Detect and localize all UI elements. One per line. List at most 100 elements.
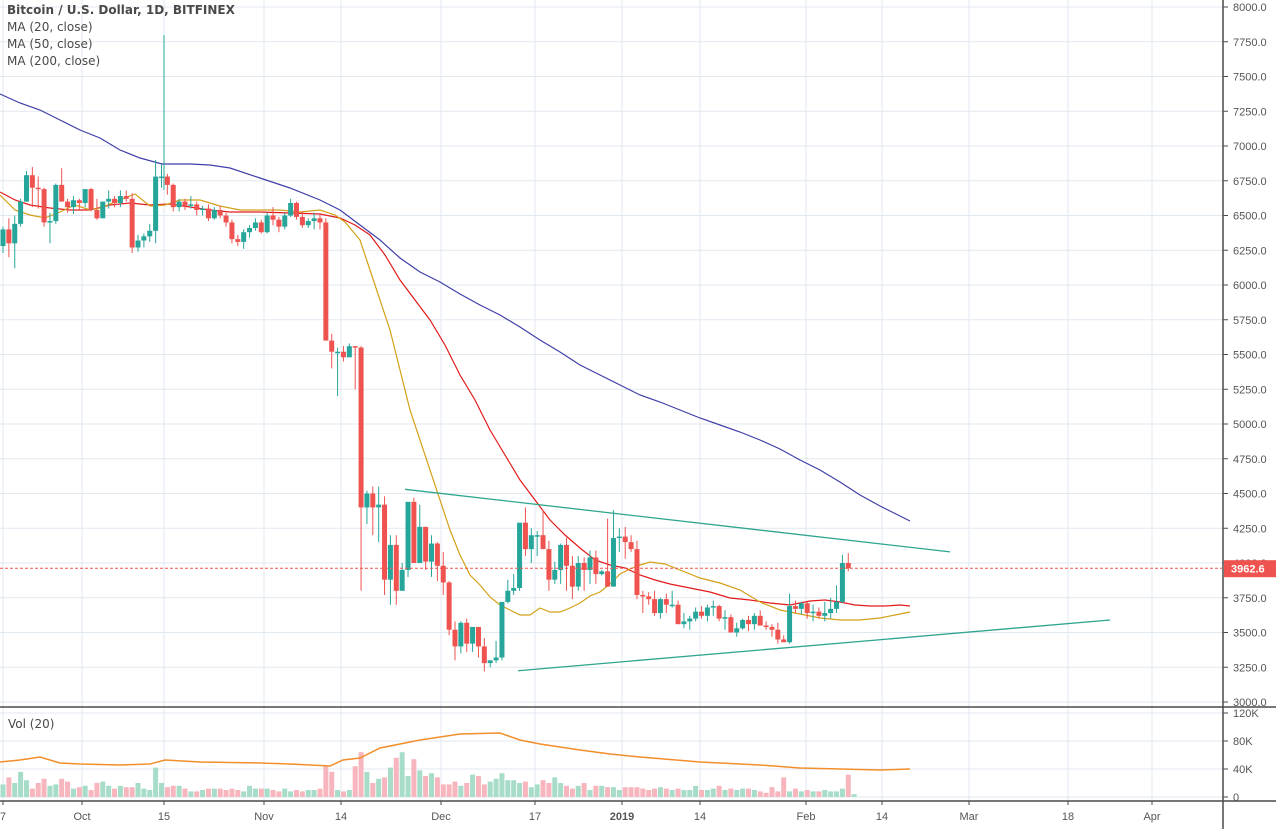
ma20-legend[interactable]: MA (20, close) [7,20,93,34]
candle-body[interactable] [657,599,663,614]
candle-body[interactable] [135,240,141,248]
candle-body[interactable] [822,613,828,616]
candle-body[interactable] [804,603,810,614]
candle-body[interactable] [775,629,781,640]
candle-body[interactable] [839,563,845,602]
candle-body[interactable] [652,599,658,614]
candle-body[interactable] [534,535,540,537]
candle-body[interactable] [376,504,382,508]
candle-body[interactable] [417,526,423,563]
candle-body[interactable] [335,351,341,354]
candle-body[interactable] [88,189,94,210]
candle-body[interactable] [387,544,393,580]
candle-body[interactable] [317,218,323,223]
candle-body[interactable] [423,526,429,562]
candle-body[interactable] [511,588,517,591]
candle-body[interactable] [470,626,476,644]
candle-body[interactable] [0,229,6,247]
candle-body[interactable] [781,639,787,643]
candle-body[interactable] [522,522,528,550]
candle-body[interactable] [540,535,546,550]
candle-body[interactable] [153,176,159,231]
candle-body[interactable] [223,215,229,223]
candle-body[interactable] [258,222,264,233]
candle-body[interactable] [716,606,722,619]
candle-body[interactable] [112,198,118,203]
candle-body[interactable] [481,646,487,664]
candle-body[interactable] [176,201,182,208]
candle-body[interactable] [346,346,352,358]
candle-body[interactable] [622,536,628,543]
candle-body[interactable] [53,184,59,222]
candle-body[interactable] [845,563,851,569]
candle-body[interactable] [382,504,388,580]
candle-body[interactable] [141,236,147,241]
candle-body[interactable] [182,201,188,206]
candle-body[interactable] [669,604,675,607]
candle-body[interactable] [252,222,258,229]
candle-body[interactable] [117,196,123,203]
candle-body[interactable] [593,557,599,575]
candle-body[interactable] [241,232,247,242]
candle-body[interactable] [329,340,335,352]
candle-body[interactable] [769,626,775,630]
candle-body[interactable] [429,543,435,562]
candle-body[interactable] [305,221,311,226]
candle-body[interactable] [70,200,76,208]
candle-body[interactable] [564,544,570,566]
candle-body[interactable] [106,198,112,202]
candle-body[interactable] [728,617,734,633]
candle-body[interactable] [170,184,176,208]
candle-body[interactable] [205,208,211,219]
candle-body[interactable] [763,625,769,628]
candle-body[interactable] [610,537,616,587]
candle-body[interactable] [816,611,822,616]
candle-body[interactable] [575,563,581,587]
candle-body[interactable] [247,228,253,233]
symbol-title[interactable]: Bitcoin / U.S. Dollar, 1D, BITFINEX [7,3,235,17]
candle-body[interactable] [628,542,634,550]
candle-body[interactable] [164,176,170,185]
candle-body[interactable] [82,189,88,203]
volume-legend[interactable]: Vol (20) [8,717,55,731]
candle-body[interactable] [440,565,446,583]
candle-body[interactable] [828,608,834,614]
candle-body[interactable] [757,615,763,626]
candle-body[interactable] [235,239,241,242]
candle-body[interactable] [200,208,206,211]
candle-body[interactable] [704,607,710,616]
candle-body[interactable] [405,501,411,570]
candle-body[interactable] [546,549,552,580]
candle-body[interactable] [94,209,100,219]
candle-body[interactable] [493,657,499,661]
candle-body[interactable] [76,200,82,203]
candle-body[interactable] [599,571,605,575]
candle-body[interactable] [681,621,687,625]
candle-body[interactable] [458,622,464,647]
candle-body[interactable] [634,549,640,595]
candle-body[interactable] [699,611,705,616]
candle-body[interactable] [358,347,364,508]
candle-body[interactable] [434,543,440,566]
candle-body[interactable] [399,569,405,591]
candle-body[interactable] [264,215,270,233]
candle-body[interactable] [340,351,346,358]
candle-body[interactable] [675,604,681,625]
candle-body[interactable] [188,204,194,206]
candle-body[interactable] [270,215,276,220]
candle-body[interactable] [6,229,12,244]
candle-body[interactable] [194,204,200,210]
candle-body[interactable] [411,501,417,563]
candle-body[interactable] [299,216,305,226]
candle-body[interactable] [147,230,153,237]
candle-body[interactable] [370,493,376,508]
candle-body[interactable] [323,222,329,341]
candle-body[interactable] [276,219,282,227]
candle-body[interactable] [587,557,593,570]
candle-body[interactable] [47,221,53,223]
candle-body[interactable] [740,619,746,629]
candle-body[interactable] [123,196,129,199]
candle-body[interactable] [18,201,24,224]
